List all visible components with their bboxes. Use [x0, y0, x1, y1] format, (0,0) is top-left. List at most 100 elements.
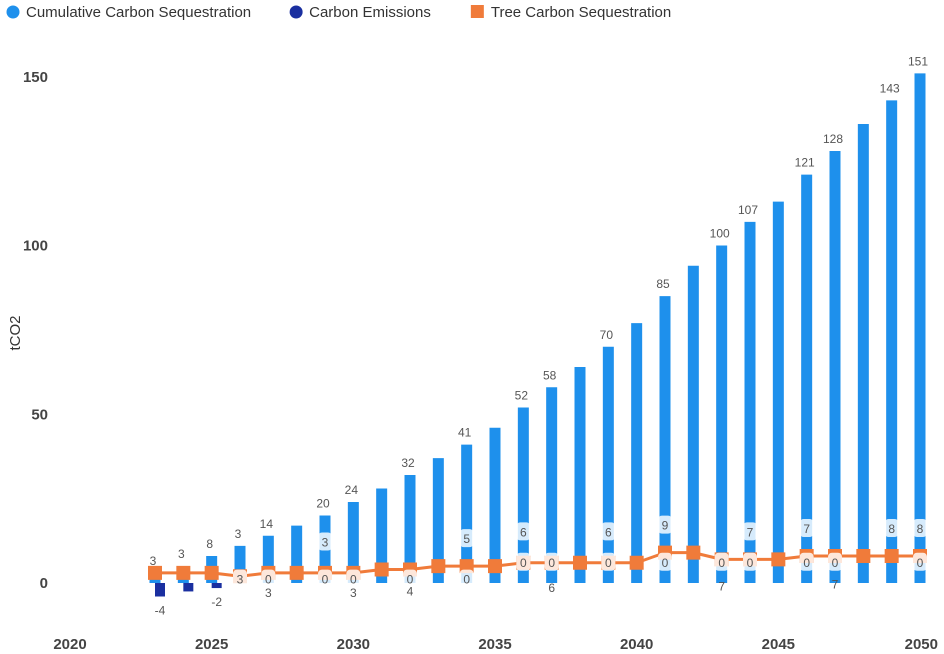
bar-cumulative — [461, 444, 473, 583]
legend-marker-tree — [470, 5, 484, 18]
annotation-box — [459, 529, 474, 548]
annotation-label: 0 — [322, 573, 329, 587]
bar-value-label: 3 — [150, 554, 157, 568]
tree-marker — [289, 565, 304, 580]
annotation-box — [261, 569, 276, 588]
annotation-label: 0 — [548, 556, 555, 570]
bar-cumulative — [376, 488, 388, 583]
x-tick-label: 2020 — [53, 636, 86, 653]
bar-value-label: 58 — [543, 368, 557, 382]
annotation-label: 0 — [520, 556, 527, 570]
bar-cumulative — [546, 387, 558, 583]
bar-value-label: 52 — [515, 389, 529, 403]
annotation-box — [658, 552, 672, 571]
x-tick-label: 2030 — [337, 636, 370, 653]
annotation-box — [318, 532, 332, 551]
bar-value-label: 100 — [710, 227, 730, 241]
annotation-box — [743, 552, 757, 571]
annotation-box — [233, 569, 247, 588]
tree-marker — [629, 555, 644, 570]
bar-value-label: 143 — [880, 81, 900, 95]
emission-bars — [155, 583, 222, 597]
annotation-box — [884, 519, 899, 537]
x-tick-label: 2045 — [762, 636, 795, 653]
emission-value-label: -2 — [211, 595, 222, 609]
annotation-label: 0 — [407, 573, 414, 587]
bar-value-label: 3 — [235, 527, 242, 541]
x-axis-ticks: 2020 2025 2030 2035 2040 2045 2050 — [53, 636, 938, 653]
tree-marker — [573, 555, 587, 570]
annotation-label: 6 — [520, 525, 527, 539]
annotation-box — [714, 552, 729, 571]
bar-cumulative — [432, 458, 444, 583]
bar-cumulative — [631, 323, 643, 583]
annotation-label: 3 — [322, 536, 329, 550]
annotation-label: 5 — [463, 532, 470, 546]
bar-value-label: 70 — [600, 328, 614, 342]
bar-value-label: 24 — [345, 483, 359, 497]
bar-cumulative — [914, 73, 926, 583]
annotation-label: 0 — [350, 573, 357, 587]
bar-cumulative — [517, 407, 529, 583]
annotation-label: 8 — [888, 522, 895, 536]
bar-cumulative — [347, 502, 359, 583]
tree-marker — [884, 549, 899, 563]
y-tick-label: 50 — [31, 406, 48, 423]
bar-value-label: 151 — [908, 54, 928, 68]
tree-line-path — [155, 551, 920, 578]
annotation-box — [913, 552, 927, 571]
annotation-box — [544, 552, 559, 571]
bar-cumulative — [687, 265, 699, 583]
bar-cumulative — [801, 174, 813, 583]
bar-value-label: 128 — [823, 132, 843, 146]
x-tick-label: 2050 — [905, 636, 938, 653]
annotation-label: 0 — [917, 556, 924, 570]
y-tick-label: 100 — [23, 238, 48, 255]
annotation-label: 0 — [605, 556, 612, 570]
legend-label-emissions: Carbon Emissions — [309, 4, 431, 21]
annotation-label: 8 — [917, 522, 924, 536]
x-tick-label: 2025 — [195, 636, 228, 653]
y-axis-ticks: 0 50 100 150 — [23, 69, 48, 592]
bar-cumulative — [602, 346, 614, 583]
y-tick-label: 150 — [23, 69, 48, 86]
annotation-box — [346, 569, 361, 588]
annotation-box — [913, 519, 927, 537]
annotation-box — [601, 552, 616, 571]
bar-value-label: 85 — [656, 277, 670, 291]
bar-value-label: 20 — [316, 497, 330, 511]
annotation-label: 0 — [662, 556, 669, 570]
bar-value-label: 3 — [178, 547, 185, 561]
tree-marker — [771, 552, 786, 567]
annotation-box — [799, 519, 814, 537]
bar-cumulative — [886, 100, 898, 583]
cumulative-bars — [149, 73, 926, 583]
bar-cumulative — [744, 221, 756, 583]
legend: Cumulative Carbon Sequestration Carbon Em… — [6, 4, 671, 21]
annotation-box — [799, 552, 814, 571]
annotation-label: 7 — [747, 525, 754, 539]
tree-marker — [686, 545, 701, 560]
bar-emission — [211, 583, 222, 589]
bar-value-label: 8 — [206, 537, 213, 551]
bar-labels: 3 383142024324152587085100107121128143151… — [150, 54, 929, 617]
bar-cumulative — [829, 151, 841, 583]
annotation-label: 0 — [265, 573, 272, 587]
annotation-label: 0 — [832, 556, 839, 570]
legend-label-cumulative: Cumulative Carbon Sequestration — [26, 4, 251, 21]
tree-marker — [488, 559, 502, 574]
bar-cumulative — [404, 475, 416, 583]
annotation-label: 7 — [832, 578, 839, 592]
y-axis-title: tCO2 — [7, 315, 24, 350]
annotation-label: 6 — [605, 525, 612, 539]
annotation-box — [601, 522, 616, 541]
bar-value-label: 14 — [260, 517, 274, 531]
bar-cumulative — [489, 427, 501, 583]
annotation-label: 3 — [350, 586, 357, 600]
bar-value-label: 32 — [401, 456, 415, 470]
annotation-box — [403, 569, 417, 588]
tree-marker — [148, 565, 162, 580]
annotation-label: 7 — [718, 579, 725, 593]
legend-label-tree: Tree Carbon Sequestration — [491, 4, 671, 21]
